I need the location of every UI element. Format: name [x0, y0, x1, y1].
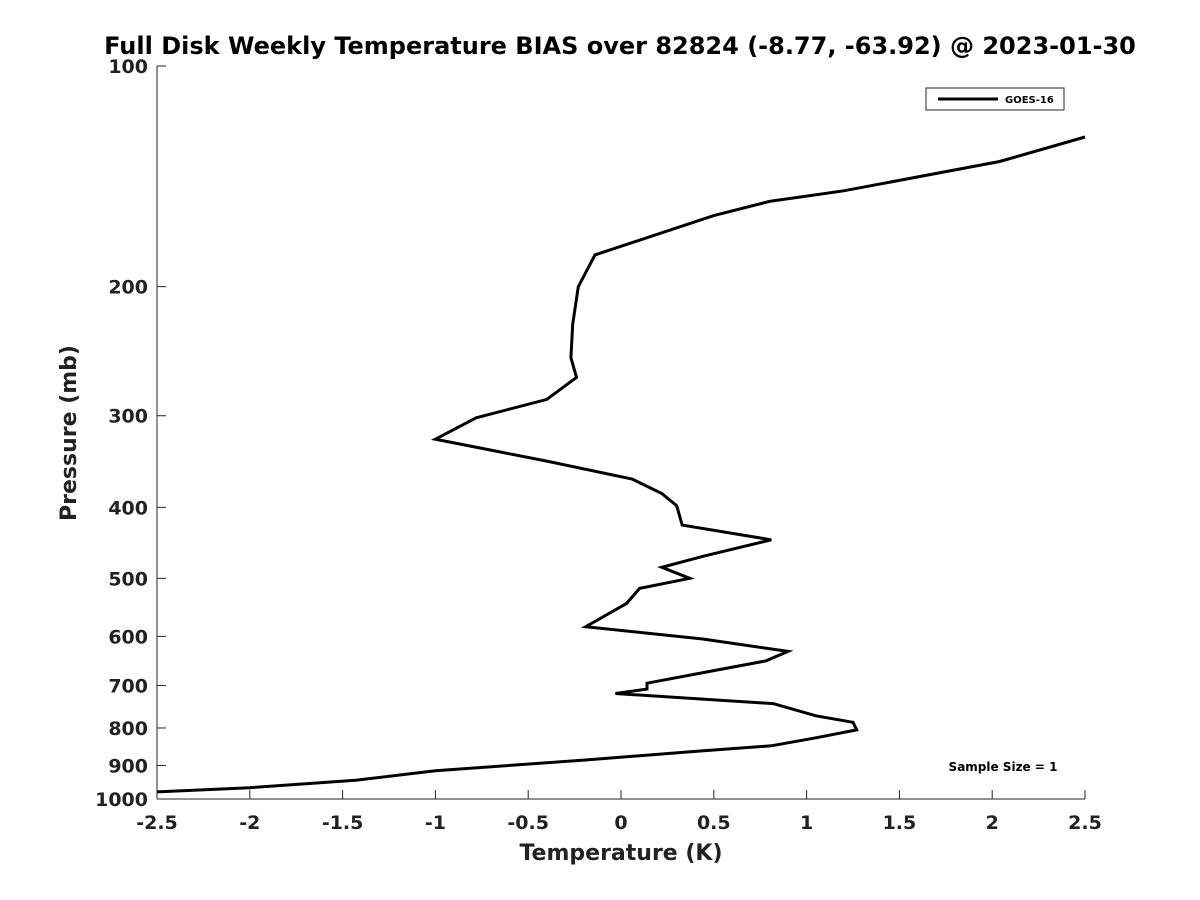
- chart-title: Full Disk Weekly Temperature BIAS over 8…: [104, 32, 1136, 60]
- y-tick-label: 500: [108, 568, 148, 590]
- y-tick-label: 200: [108, 277, 148, 299]
- x-tick-label: 1: [800, 812, 813, 834]
- x-tick-label: -0.5: [507, 812, 549, 834]
- x-tick-label: 2.5: [1068, 812, 1102, 834]
- y-tick-label: 800: [108, 718, 148, 740]
- x-tick-label: 0: [614, 812, 627, 834]
- x-tick-label: 2: [986, 812, 999, 834]
- sample-size-annotation: Sample Size = 1: [949, 760, 1058, 774]
- ticks: -2.5 -2 -1.5 -1 -0.5 0 0.5 1 1.5 2 2.5 100 200 300 400…: [95, 56, 1102, 834]
- y-tick-label: 300: [108, 406, 148, 428]
- x-tick-label: -2.5: [136, 812, 178, 834]
- plot-area: [156, 135, 1086, 794]
- x-tick-label: -1: [425, 812, 446, 834]
- y-axis-title: Pressure (mb): [57, 345, 82, 521]
- y-tick-label: 600: [108, 626, 148, 648]
- x-tick-label: 1.5: [883, 812, 917, 834]
- y-tick-label: 400: [108, 497, 148, 519]
- y-tick-label: 700: [108, 675, 148, 697]
- x-tick-label: -1.5: [322, 812, 364, 834]
- axes: [156, 66, 1085, 800]
- legend: GOES-16: [925, 87, 1065, 111]
- y-tick-label: 1000: [95, 789, 148, 811]
- y-tick-label: 100: [108, 56, 148, 78]
- legend-label: GOES-16: [1005, 95, 1054, 106]
- y-tick-label: 900: [108, 755, 148, 777]
- series-line: [156, 135, 1086, 794]
- x-tick-label: -2: [239, 812, 260, 834]
- x-tick-label: 0.5: [697, 812, 731, 834]
- x-axis-title: Temperature (K): [519, 841, 722, 866]
